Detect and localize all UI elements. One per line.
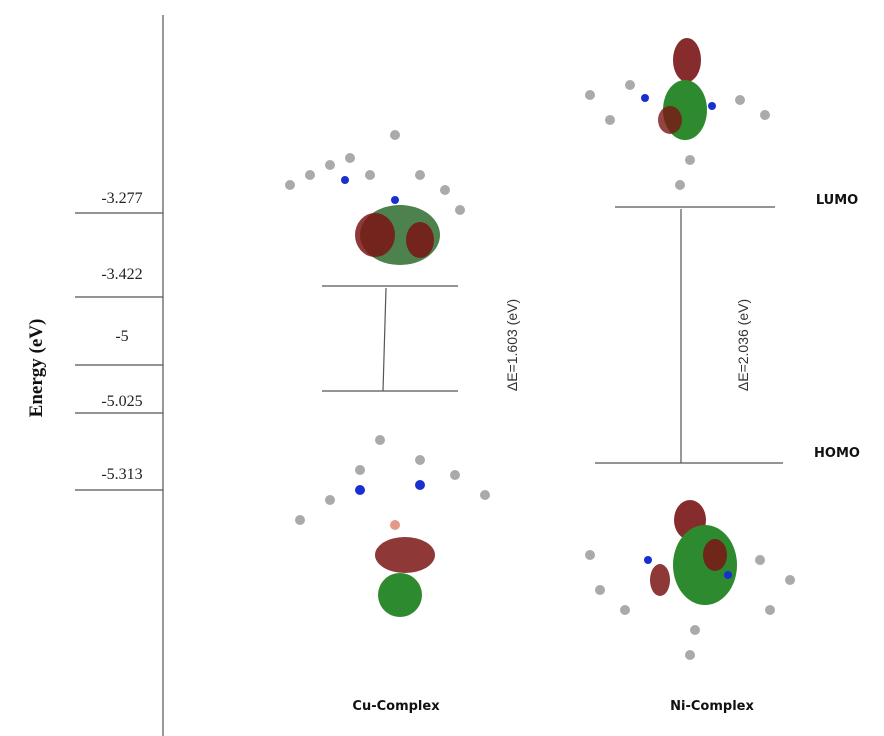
ni-label: Ni-Complex (670, 699, 754, 714)
cu-homo-molecule (295, 435, 490, 617)
cu-gap-connector (383, 288, 386, 391)
ni-lumo-molecule (585, 38, 770, 190)
level-label: -5 (115, 328, 128, 345)
lumo-label: LUMO (816, 193, 858, 208)
level-label: -3.277 (101, 190, 142, 207)
level-label: -3.422 (101, 266, 142, 283)
cu-lumo-molecule (285, 130, 465, 265)
cu-label: Cu-Complex (352, 699, 440, 714)
level-label: -5.313 (101, 466, 142, 483)
level-label: -5.025 (101, 393, 142, 410)
ni-gap-label: ΔE=2.036 (eV) (735, 299, 751, 391)
axis-title: Energy (eV) (26, 319, 47, 418)
cu-gap-label: ΔE=1.603 (eV) (504, 299, 520, 391)
homo-label: HOMO (814, 446, 860, 461)
diagram: Energy (eV) -3.277 -3.422 -5 -5.025 -5.3… (0, 0, 884, 736)
ni-homo-molecule (585, 500, 795, 660)
